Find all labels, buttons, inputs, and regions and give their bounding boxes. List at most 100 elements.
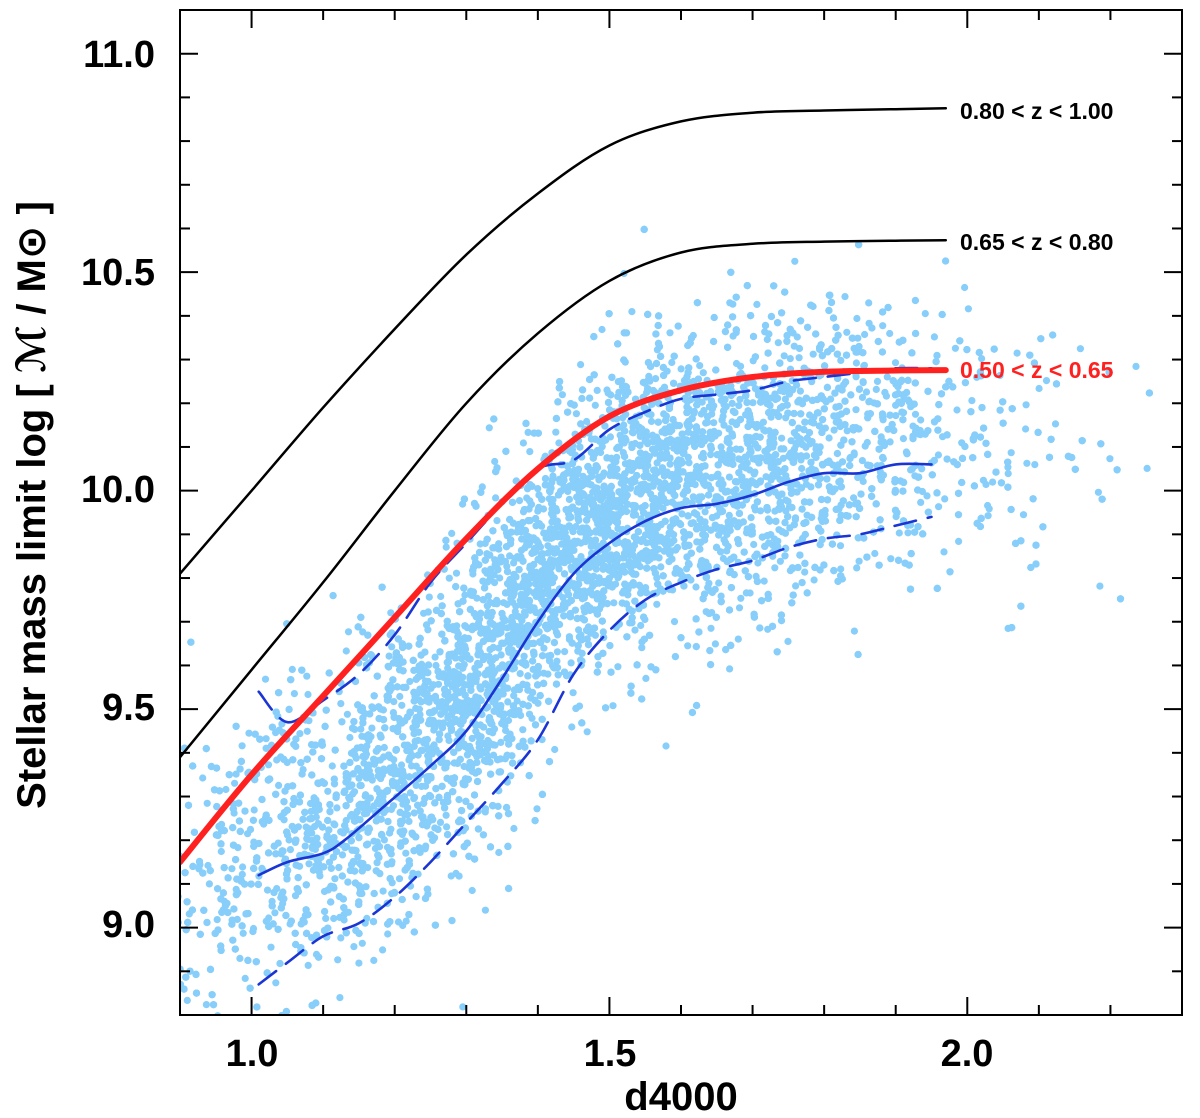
scatter-point bbox=[436, 818, 445, 827]
scatter-point bbox=[379, 887, 387, 895]
scatter-point bbox=[955, 537, 963, 546]
scatter-point bbox=[750, 540, 758, 549]
scatter-point bbox=[662, 742, 670, 750]
scatter-point bbox=[551, 745, 559, 754]
scatter-point bbox=[717, 592, 725, 600]
scatter-point bbox=[473, 594, 481, 602]
scatter-point bbox=[886, 438, 894, 446]
scatter-point bbox=[397, 761, 406, 769]
scatter-point bbox=[592, 565, 600, 573]
scatter-point bbox=[801, 568, 809, 576]
scatter-point bbox=[917, 416, 925, 424]
scatter-point bbox=[355, 959, 363, 967]
scatter-point bbox=[384, 662, 392, 670]
scatter-point bbox=[164, 870, 171, 877]
scatter-point bbox=[788, 564, 797, 572]
scatter-point bbox=[638, 644, 646, 652]
scatter-point bbox=[780, 352, 788, 360]
scatter-point bbox=[402, 849, 410, 857]
scatter-point bbox=[478, 483, 486, 491]
scatter-point bbox=[337, 700, 345, 708]
scatter-point bbox=[275, 781, 283, 790]
scatter-point bbox=[494, 802, 502, 811]
scatter-point bbox=[796, 387, 805, 395]
scatter-point bbox=[368, 724, 376, 732]
scatter-point bbox=[872, 385, 880, 393]
scatter-point bbox=[760, 577, 768, 585]
scatter-point bbox=[317, 1029, 324, 1036]
scatter-point bbox=[166, 948, 173, 955]
scatter-point bbox=[238, 870, 246, 879]
scatter-point bbox=[183, 996, 191, 1005]
scatter-point bbox=[342, 1033, 349, 1040]
scatter-point bbox=[996, 371, 1004, 380]
scatter-point bbox=[574, 468, 582, 476]
scatter-point bbox=[171, 824, 178, 831]
scatter-point bbox=[852, 406, 860, 414]
scatter-point bbox=[231, 779, 239, 787]
scatter-point bbox=[346, 733, 354, 742]
scatter-point bbox=[715, 429, 723, 437]
scatter-point bbox=[837, 356, 845, 364]
scatter-point bbox=[735, 604, 744, 612]
scatter-point bbox=[792, 582, 800, 590]
scatter-point bbox=[736, 395, 744, 403]
scatter-point bbox=[519, 726, 527, 734]
scatter-point bbox=[324, 787, 332, 795]
scatter-point bbox=[568, 723, 576, 731]
scatter-point bbox=[395, 875, 404, 883]
scatter-point bbox=[561, 648, 569, 656]
scatter-point bbox=[774, 537, 782, 545]
scatter-point bbox=[272, 979, 280, 987]
scatter-points bbox=[164, 225, 1153, 1040]
scatter-point bbox=[263, 886, 272, 894]
scatter-point bbox=[841, 293, 849, 301]
scatter-point bbox=[917, 498, 925, 506]
scatter-point bbox=[422, 621, 431, 629]
scatter-point bbox=[455, 796, 463, 804]
scatter-point bbox=[776, 557, 785, 565]
scatter-point bbox=[262, 735, 270, 743]
scatter-point bbox=[354, 853, 362, 861]
scatter-point bbox=[685, 459, 693, 467]
scatter-point bbox=[552, 428, 560, 436]
scatter-point bbox=[653, 600, 661, 608]
scatter-point bbox=[756, 507, 765, 515]
scatter-point bbox=[285, 836, 293, 844]
scatter-point bbox=[598, 325, 606, 334]
scatter-point bbox=[516, 670, 524, 678]
scatter-point bbox=[688, 499, 696, 507]
scatter-point bbox=[350, 943, 358, 951]
scatter-point bbox=[1035, 384, 1043, 393]
scatter-point bbox=[583, 728, 591, 736]
scatter-point bbox=[170, 963, 177, 970]
scatter-point bbox=[468, 734, 476, 743]
scatter-point bbox=[239, 863, 247, 871]
scatter-point bbox=[411, 1029, 418, 1036]
scatter-point bbox=[238, 742, 246, 750]
scatter-point bbox=[306, 799, 315, 808]
scatter-point bbox=[984, 512, 992, 520]
scatter-point bbox=[837, 565, 845, 573]
scatter-point bbox=[286, 846, 294, 854]
scatter-point bbox=[985, 505, 993, 513]
scatter-point bbox=[512, 602, 520, 610]
scatter-point bbox=[735, 402, 743, 410]
scatter-point bbox=[199, 774, 207, 782]
scatter-point bbox=[725, 473, 734, 481]
scatter-point bbox=[732, 486, 740, 494]
scatter-point bbox=[548, 478, 556, 486]
scatter-point bbox=[168, 913, 175, 920]
scatter-point bbox=[1143, 464, 1151, 472]
scatter-point bbox=[385, 652, 393, 660]
scatter-point bbox=[737, 594, 745, 602]
scatter-point bbox=[940, 548, 948, 556]
scatter-point bbox=[964, 305, 973, 313]
scatter-point bbox=[491, 457, 499, 466]
scatter-point bbox=[666, 460, 674, 468]
scatter-point bbox=[921, 310, 929, 318]
scatter-point bbox=[613, 415, 621, 423]
scatter-point bbox=[637, 621, 645, 630]
scatter-point bbox=[398, 701, 406, 709]
scatter-point bbox=[678, 510, 686, 518]
